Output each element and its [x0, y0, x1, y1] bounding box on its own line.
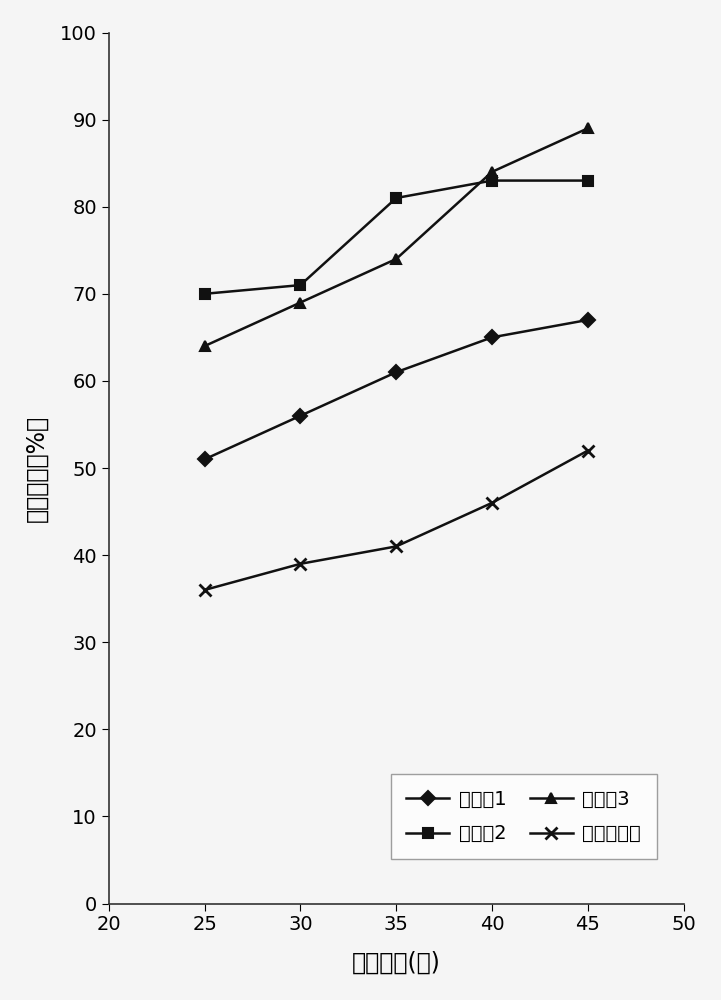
实施例2: [296, 279, 305, 291]
Line: 实施例1: 实施例1: [200, 315, 593, 464]
实施例1: [487, 331, 496, 343]
市售某品牌: [583, 445, 592, 457]
实施例2: [200, 288, 209, 300]
实施例2: [583, 175, 592, 187]
实施例1: [200, 453, 209, 465]
实施例1: [296, 410, 305, 422]
实施例3: [200, 340, 209, 352]
实施例2: [487, 175, 496, 187]
市售某品牌: [296, 558, 305, 570]
X-axis label: 处理时间(月): 处理时间(月): [352, 951, 441, 975]
实施例1: [392, 366, 401, 378]
Legend: 实施例1, 实施例2, 实施例3, 市售某品牌: 实施例1, 实施例2, 实施例3, 市售某品牌: [391, 774, 657, 859]
市售某品牌: [200, 584, 209, 596]
市售某品牌: [392, 540, 401, 552]
实施例3: [583, 122, 592, 134]
实施例2: [392, 192, 401, 204]
实施例3: [487, 166, 496, 178]
市售某品牌: [487, 497, 496, 509]
实施例3: [392, 253, 401, 265]
Line: 实施例2: 实施例2: [200, 176, 593, 299]
Line: 市售某品牌: 市售某品牌: [199, 445, 593, 596]
实施例1: [583, 314, 592, 326]
Y-axis label: 絮凝比率（%）: 絮凝比率（%）: [25, 414, 49, 522]
Line: 实施例3: 实施例3: [200, 123, 593, 351]
实施例3: [296, 297, 305, 309]
